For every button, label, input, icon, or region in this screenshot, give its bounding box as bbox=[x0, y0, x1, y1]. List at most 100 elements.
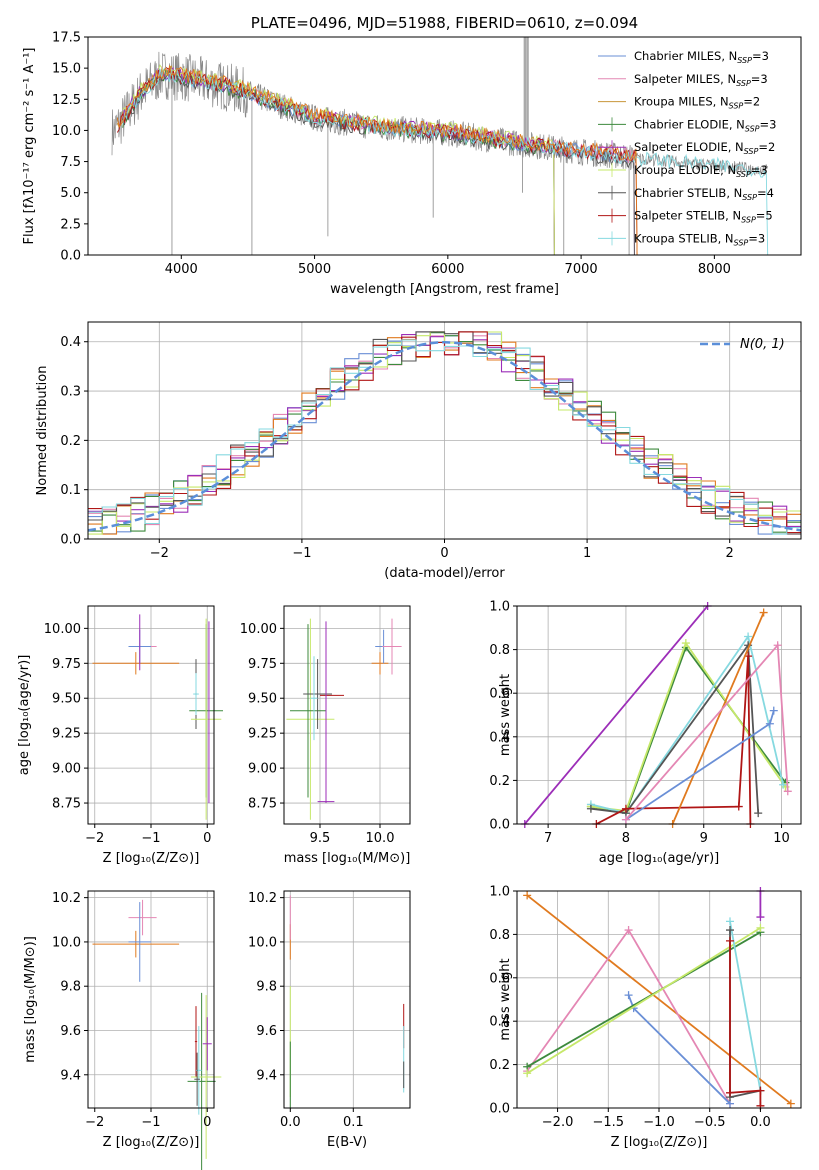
y-tick-label: 8.75 bbox=[52, 797, 81, 812]
x-tick-label: 7000 bbox=[565, 262, 598, 277]
y-tick-label: 0.0 bbox=[489, 1102, 510, 1117]
y-tick-label: 1.0 bbox=[489, 885, 510, 900]
y-tick-label: 9.00 bbox=[248, 762, 277, 777]
y-tick-label: 9.8 bbox=[60, 980, 81, 995]
y-tick-label: 9.75 bbox=[52, 657, 81, 672]
y-tick-label: 0.4 bbox=[60, 335, 81, 350]
y-tick-label: 0.3 bbox=[60, 385, 81, 400]
weight-line-kroupa_elodie bbox=[526, 927, 761, 1075]
x-tick-label: 0 bbox=[440, 546, 448, 561]
weight-marker bbox=[726, 926, 734, 935]
x-axis-label: (data-model)/error bbox=[384, 566, 505, 581]
model-spectrum-orange bbox=[116, 65, 638, 255]
x-axis-label: mass [log₁₀(M/M⊙)] bbox=[284, 851, 411, 866]
x-tick-label: 4000 bbox=[165, 262, 198, 277]
x-tick-label: −2 bbox=[150, 546, 169, 561]
y-axis-label: mass weight bbox=[498, 674, 513, 756]
model-spectrum-kroupa_elodie bbox=[122, 64, 555, 255]
y-tick-label: 0.8 bbox=[489, 643, 510, 658]
x-tick-label: −2.0 bbox=[542, 1115, 574, 1130]
weight-marker bbox=[621, 815, 630, 824]
x-tick-label: 8000 bbox=[698, 262, 731, 277]
legend-label: Chabrier STELIB, NSSP=4 bbox=[634, 186, 774, 202]
legend-label: Kroupa ELODIE, NSSP=3 bbox=[634, 163, 768, 179]
weight-line-kroupa_stelib bbox=[729, 921, 762, 1091]
y-tick-label: 10.0 bbox=[52, 124, 81, 139]
y-tick-label: 5.0 bbox=[60, 186, 81, 201]
legend-label: N(0, 1) bbox=[740, 337, 785, 352]
x-axis-label: E(B-V) bbox=[327, 1135, 367, 1150]
y-tick-label: 0.4 bbox=[489, 730, 510, 745]
weight-marker bbox=[786, 1099, 795, 1108]
age_vs_mass-frame bbox=[283, 605, 411, 825]
legend-label: Salpeter ELODIE, NSSP=2 bbox=[634, 140, 775, 156]
x-tick-label: 5000 bbox=[298, 262, 331, 277]
x-tick-label: 6000 bbox=[431, 262, 464, 277]
y-tick-label: 9.00 bbox=[52, 762, 81, 777]
weight-marker bbox=[726, 917, 734, 926]
x-tick-label: −0.5 bbox=[694, 1115, 726, 1130]
gaussian-curve bbox=[87, 340, 802, 532]
x-tick-label: −2 bbox=[85, 1115, 104, 1130]
mass_vs_ebv-axes bbox=[284, 891, 410, 1108]
weight-marker bbox=[783, 787, 792, 796]
y-tick-label: 10.0 bbox=[248, 935, 277, 950]
x-tick-label: −1 bbox=[292, 546, 311, 561]
x-tick-label: 10.0 bbox=[366, 831, 395, 846]
weight-line-chabrier_stelib bbox=[590, 642, 760, 815]
weight-marker bbox=[624, 926, 633, 935]
weight-line-orange bbox=[526, 894, 792, 1105]
weight-marker bbox=[523, 1069, 532, 1078]
y-tick-label: 9.25 bbox=[52, 727, 81, 742]
x-tick-label: −2 bbox=[85, 831, 104, 846]
x-tick-label: 9.5 bbox=[310, 831, 331, 846]
weight-marker bbox=[773, 641, 782, 650]
model-spectrum-chabrier_stelib bbox=[122, 71, 635, 255]
y-tick-label: 10.00 bbox=[240, 622, 277, 637]
y-tick-label: 10.2 bbox=[248, 891, 277, 906]
weight-marker bbox=[779, 780, 788, 789]
y-tick-label: 17.5 bbox=[52, 31, 81, 46]
x-axis-label: age [log₁₀(age/yr)] bbox=[599, 851, 720, 866]
y-axis-label: mass weight bbox=[498, 958, 513, 1040]
x-tick-label: 0.1 bbox=[343, 1115, 364, 1130]
y-tick-label: 0.6 bbox=[489, 971, 510, 986]
x-tick-label: −1.0 bbox=[643, 1115, 675, 1130]
y-tick-label: 2.5 bbox=[60, 217, 81, 232]
weight-marker bbox=[621, 804, 630, 813]
histogram-chabrier_stelib bbox=[88, 331, 801, 535]
y-tick-label: 9.8 bbox=[256, 980, 277, 995]
y-tick-label: 0.0 bbox=[60, 249, 81, 264]
weight-marker bbox=[756, 913, 765, 922]
histogram-kroupa_stelib bbox=[88, 339, 801, 535]
y-tick-label: 0.0 bbox=[60, 533, 81, 548]
weight-line-kroupa_stelib bbox=[590, 634, 784, 815]
y-tick-label: 12.5 bbox=[52, 93, 81, 108]
x-tick-label: −1 bbox=[141, 831, 160, 846]
y-tick-label: 9.4 bbox=[60, 1068, 81, 1083]
x-tick-label: 7 bbox=[544, 831, 552, 846]
y-tick-label: 10.00 bbox=[44, 622, 81, 637]
legend-label: Chabrier MILES, NSSP=3 bbox=[634, 49, 769, 65]
x-tick-label: 9 bbox=[700, 831, 708, 846]
y-tick-label: 0.4 bbox=[489, 1015, 510, 1030]
y-tick-label: 9.6 bbox=[60, 1024, 81, 1039]
weight_vs_age-axes bbox=[517, 605, 801, 825]
x-axis-label: Z [log₁₀(Z/Z⊙)] bbox=[611, 1135, 708, 1150]
weight-marker bbox=[726, 1088, 734, 1097]
x-tick-label: 1 bbox=[583, 546, 591, 561]
mass_vs_Z-axes bbox=[88, 891, 214, 1108]
y-tick-label: 0.6 bbox=[489, 687, 510, 702]
age_vs_mass-axes bbox=[284, 606, 410, 824]
y-axis-label: Flux [fλ10⁻¹⁷ erg cm⁻² s⁻¹ A⁻¹] bbox=[22, 48, 37, 245]
weight-marker bbox=[586, 804, 595, 813]
x-tick-label: −1.5 bbox=[592, 1115, 624, 1130]
model-spectrum-chabrier_miles bbox=[122, 69, 635, 255]
x-tick-label: 2 bbox=[726, 546, 734, 561]
weight-marker bbox=[765, 719, 774, 728]
model-spectrum-kroupa_stelib bbox=[122, 66, 769, 255]
weight-marker bbox=[744, 632, 753, 641]
weight-marker bbox=[769, 706, 778, 715]
x-axis-label: Z [log₁₀(Z/Z⊙)] bbox=[103, 851, 200, 866]
